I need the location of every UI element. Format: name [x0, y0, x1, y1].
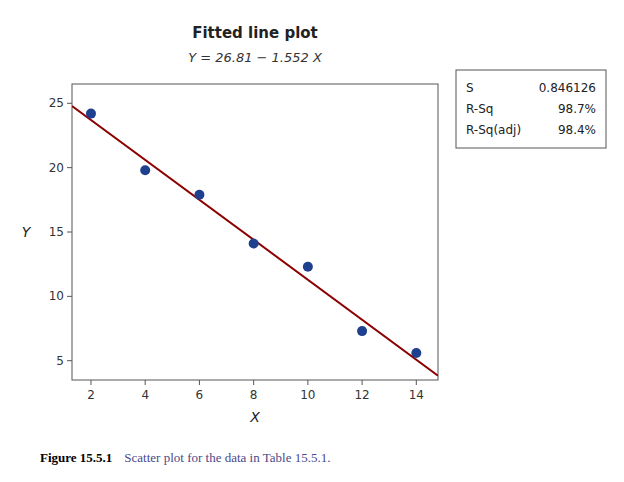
stats-value: 0.846126: [539, 81, 596, 95]
x-tick-label: 8: [250, 388, 258, 402]
y-tick: [67, 167, 72, 168]
x-tick: [416, 380, 417, 385]
x-tick-label: 10: [300, 388, 315, 402]
y-tick-label: 15: [49, 225, 64, 239]
scatter-point: [357, 326, 367, 336]
y-tick-label: 5: [56, 354, 64, 368]
plot-marks: [72, 106, 438, 376]
y-tick: [67, 232, 72, 233]
x-tick-label: 12: [354, 388, 369, 402]
scatter-point: [411, 348, 421, 358]
x-tick-label: 6: [196, 388, 204, 402]
x-tick: [307, 380, 308, 385]
x-tick: [145, 380, 146, 385]
x-tick-label: 4: [141, 388, 149, 402]
x-tick: [362, 380, 363, 385]
stats-label: S: [466, 81, 474, 95]
stats-label: R-Sq(adj): [466, 123, 521, 137]
stats-value: 98.4%: [558, 123, 596, 137]
scatter-point: [249, 239, 259, 249]
caption-label: Figure 15.5.1: [40, 450, 112, 465]
y-tick: [67, 360, 72, 361]
chart: Fitted line plot Y = 26.81 − 1.552 X 2 4 6 8 1…: [0, 0, 624, 482]
y-tick-label: 10: [49, 289, 64, 303]
plot-frame: [72, 84, 438, 380]
title: Fitted line plot: [192, 24, 318, 42]
fit-line: [72, 106, 438, 376]
stats-value: 98.7%: [558, 102, 596, 116]
x-tick: [199, 380, 200, 385]
y-tick-label: 20: [49, 161, 64, 175]
scatter-point: [303, 262, 313, 272]
stats-box: [456, 70, 606, 148]
subtitle: Y = 26.81 − 1.552 X: [188, 50, 323, 65]
stats-label: R-Sq: [466, 102, 493, 116]
x-tick-label: 14: [409, 388, 424, 402]
scatter-point: [140, 165, 150, 175]
scatter-point: [86, 109, 96, 119]
x-tick: [253, 380, 254, 385]
x-tick: [90, 380, 91, 385]
y-tick-label: 25: [49, 96, 64, 110]
caption-text: Scatter plot for the data in Table 15.5.…: [124, 450, 330, 465]
scatter-point: [194, 190, 204, 200]
y-axis-label: Y: [22, 224, 32, 240]
y-tick: [67, 296, 72, 297]
x-tick-label: 2: [87, 388, 95, 402]
x-axis-label: X: [249, 409, 260, 425]
y-tick: [67, 103, 72, 104]
